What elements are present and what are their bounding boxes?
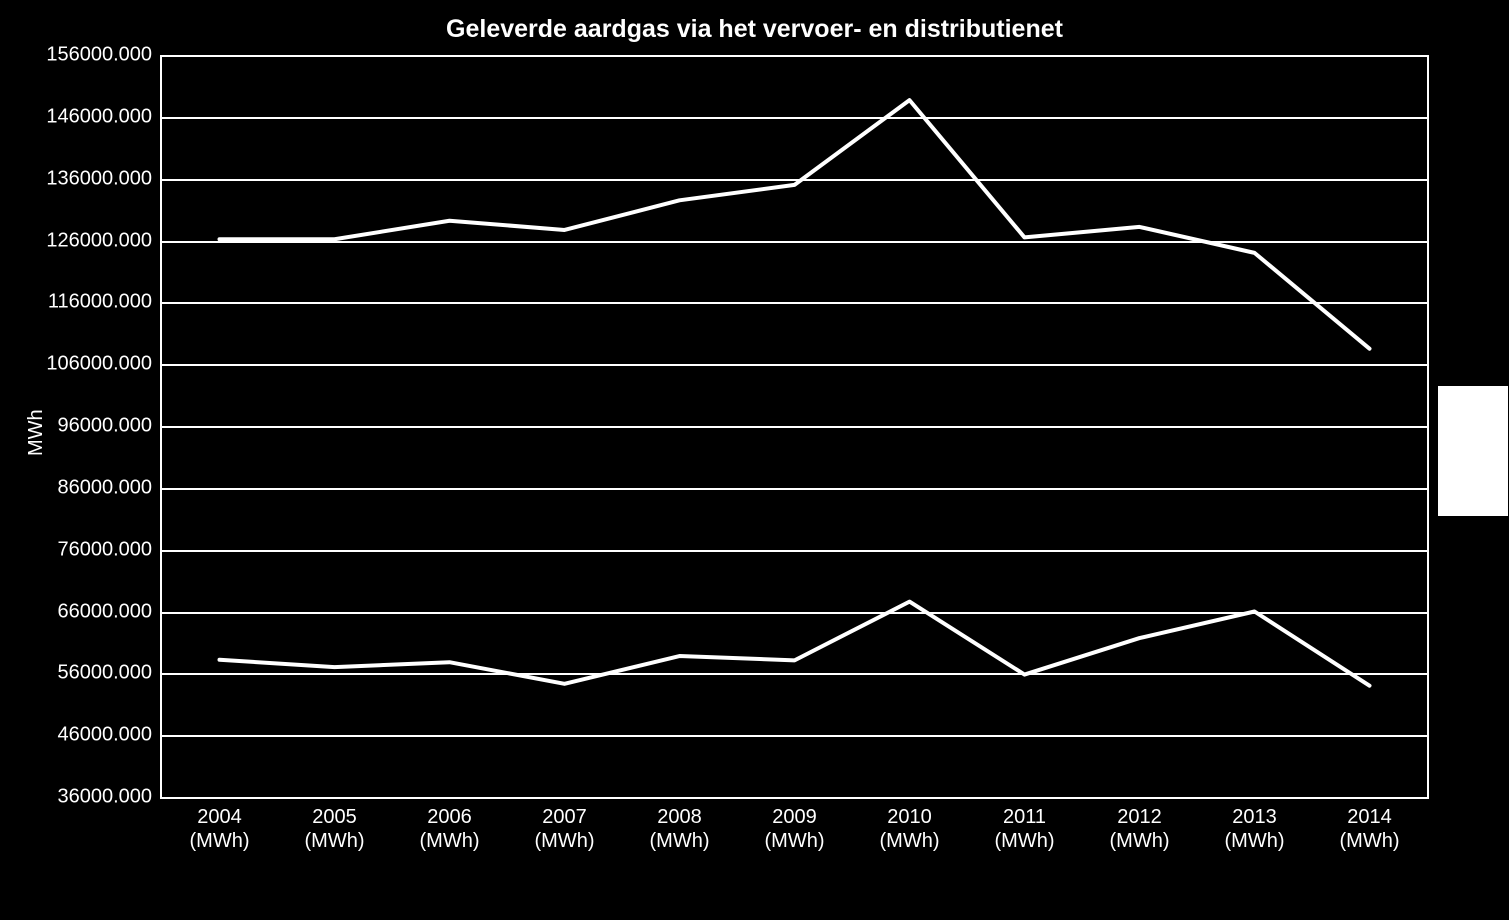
series-line-upper bbox=[220, 100, 1370, 349]
gridline bbox=[162, 612, 1427, 614]
y-tick-label: 46000.000 bbox=[57, 724, 152, 747]
x-tick-label: 2004 (MWh) bbox=[190, 805, 250, 853]
chart-container: Geleverde aardgas via het vervoer- en di… bbox=[0, 0, 1509, 920]
gridline bbox=[162, 673, 1427, 675]
y-tick-label: 106000.000 bbox=[46, 353, 152, 376]
gridline bbox=[162, 241, 1427, 243]
gridline bbox=[162, 426, 1427, 428]
chart-title: Geleverde aardgas via het vervoer- en di… bbox=[0, 15, 1509, 44]
y-tick-label: 76000.000 bbox=[57, 538, 152, 561]
y-tick-label: 116000.000 bbox=[48, 291, 152, 314]
y-tick-label: 86000.000 bbox=[57, 476, 152, 499]
gridline bbox=[162, 488, 1427, 490]
legend-box bbox=[1438, 386, 1508, 516]
y-tick-label: 36000.000 bbox=[57, 786, 152, 809]
plot-area: 36000.00046000.00056000.00066000.0007600… bbox=[160, 55, 1429, 799]
gridline bbox=[162, 117, 1427, 119]
x-tick-label: 2010 (MWh) bbox=[880, 805, 940, 853]
gridline bbox=[162, 55, 1427, 57]
gridline bbox=[162, 550, 1427, 552]
gridline bbox=[162, 364, 1427, 366]
x-tick-label: 2008 (MWh) bbox=[650, 805, 710, 853]
gridline bbox=[162, 179, 1427, 181]
gridline bbox=[162, 735, 1427, 737]
x-tick-label: 2007 (MWh) bbox=[535, 805, 595, 853]
y-tick-label: 96000.000 bbox=[57, 415, 152, 438]
y-tick-label: 126000.000 bbox=[46, 229, 152, 252]
x-tick-label: 2014 (MWh) bbox=[1340, 805, 1400, 853]
x-tick-label: 2013 (MWh) bbox=[1225, 805, 1285, 853]
y-tick-label: 66000.000 bbox=[57, 600, 152, 623]
x-tick-label: 2009 (MWh) bbox=[765, 805, 825, 853]
x-tick-label: 2011 (MWh) bbox=[995, 805, 1055, 853]
gridline bbox=[162, 797, 1427, 799]
y-tick-label: 56000.000 bbox=[57, 662, 152, 685]
x-tick-label: 2012 (MWh) bbox=[1110, 805, 1170, 853]
x-tick-label: 2005 (MWh) bbox=[305, 805, 365, 853]
gridline bbox=[162, 302, 1427, 304]
y-tick-label: 146000.000 bbox=[46, 105, 152, 128]
x-tick-label: 2006 (MWh) bbox=[420, 805, 480, 853]
y-tick-label: 156000.000 bbox=[46, 44, 152, 67]
y-axis-label: MWh bbox=[25, 409, 48, 456]
y-tick-label: 136000.000 bbox=[46, 167, 152, 190]
